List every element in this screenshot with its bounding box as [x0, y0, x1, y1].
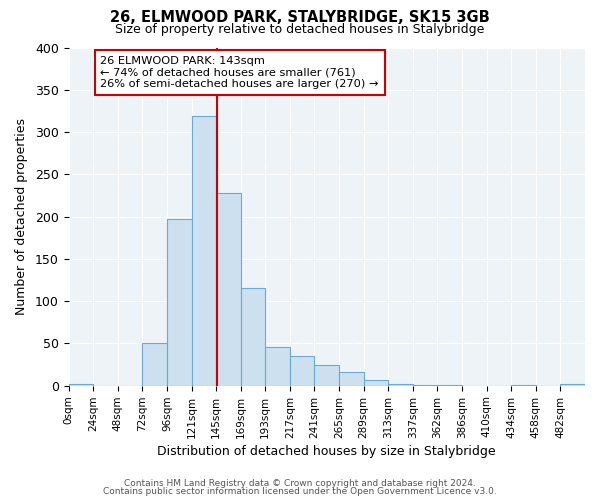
- Text: Size of property relative to detached houses in Stalybridge: Size of property relative to detached ho…: [115, 22, 485, 36]
- Bar: [560, 384, 585, 386]
- Bar: [437, 385, 462, 386]
- Bar: [241, 288, 265, 386]
- Y-axis label: Number of detached properties: Number of detached properties: [15, 118, 28, 315]
- Text: 26 ELMWOOD PARK: 143sqm
← 74% of detached houses are smaller (761)
26% of semi-d: 26 ELMWOOD PARK: 143sqm ← 74% of detache…: [100, 56, 379, 89]
- Text: Contains HM Land Registry data © Crown copyright and database right 2024.: Contains HM Land Registry data © Crown c…: [124, 478, 476, 488]
- Bar: [511, 385, 536, 386]
- Bar: [364, 380, 388, 386]
- Bar: [339, 372, 364, 386]
- Bar: [413, 385, 437, 386]
- Bar: [314, 364, 339, 386]
- Bar: [191, 116, 216, 386]
- Bar: [290, 356, 314, 386]
- Bar: [167, 219, 191, 386]
- Bar: [142, 342, 167, 386]
- Bar: [216, 193, 241, 386]
- X-axis label: Distribution of detached houses by size in Stalybridge: Distribution of detached houses by size …: [157, 444, 496, 458]
- Bar: [68, 384, 93, 386]
- Bar: [388, 384, 413, 386]
- Text: 26, ELMWOOD PARK, STALYBRIDGE, SK15 3GB: 26, ELMWOOD PARK, STALYBRIDGE, SK15 3GB: [110, 10, 490, 25]
- Bar: [265, 347, 290, 386]
- Text: Contains public sector information licensed under the Open Government Licence v3: Contains public sector information licen…: [103, 487, 497, 496]
